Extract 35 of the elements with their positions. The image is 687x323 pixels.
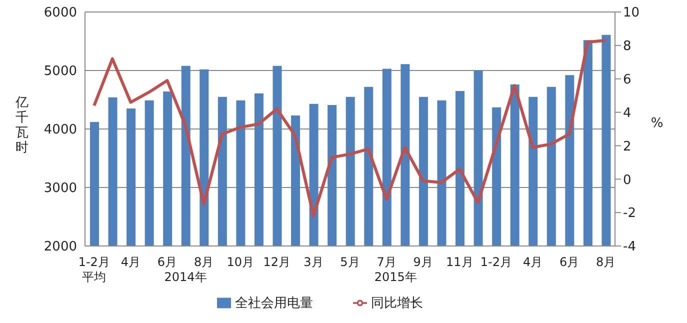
x-tick-label: 3月 [304,255,324,269]
line-series [92,38,608,218]
text: 2015年 [374,270,417,284]
y2-tick-label: -4 [623,240,636,255]
y2-tick-label: -2 [623,206,636,222]
y2-tick-label: 4 [623,106,632,121]
y2-axis-title: % [650,116,664,131]
y2-tick-label: 2 [623,139,632,154]
text: 2014年 [164,270,207,284]
x-tick-label: 6月 [559,255,580,269]
x-tick-label: 1-2月 [480,255,512,269]
legend-label: 全社会用电量 [235,296,313,311]
y2-tick-label: 8 [623,39,632,54]
y2-tick-label: 6 [623,72,632,88]
x-tick-label: 7月 [376,255,396,269]
x-tick-label: 5月 [340,255,360,269]
x-tick-label: 8月 [596,255,616,269]
y2-tick-label: 10 [623,6,640,21]
x-tick-label: 1-2月平均 [78,255,110,284]
y-tick-label: 6000 [44,6,77,21]
y-tick-label: 5000 [44,64,77,80]
x-tick-label: 9月 [413,255,433,269]
x-tick-label: 8月 [194,255,214,269]
y-tick-label: 3000 [44,181,77,196]
x-tick-label: 11月 [446,255,474,269]
y-tick-label: 4000 [44,122,77,138]
y-tick-label: 2000 [44,240,77,255]
legend-label: 同比增长 [371,296,423,311]
x-tick-label: 12月 [263,255,291,269]
x-tick-label: 6月 [157,255,178,269]
x-tick-label: 10月 [226,255,254,269]
y-axis-title: 亿千瓦时 [14,96,28,156]
x-tick-label: 4月 [120,255,141,269]
x-tick-label: 4月 [522,255,543,269]
y2-tick-label: 0 [623,172,632,188]
